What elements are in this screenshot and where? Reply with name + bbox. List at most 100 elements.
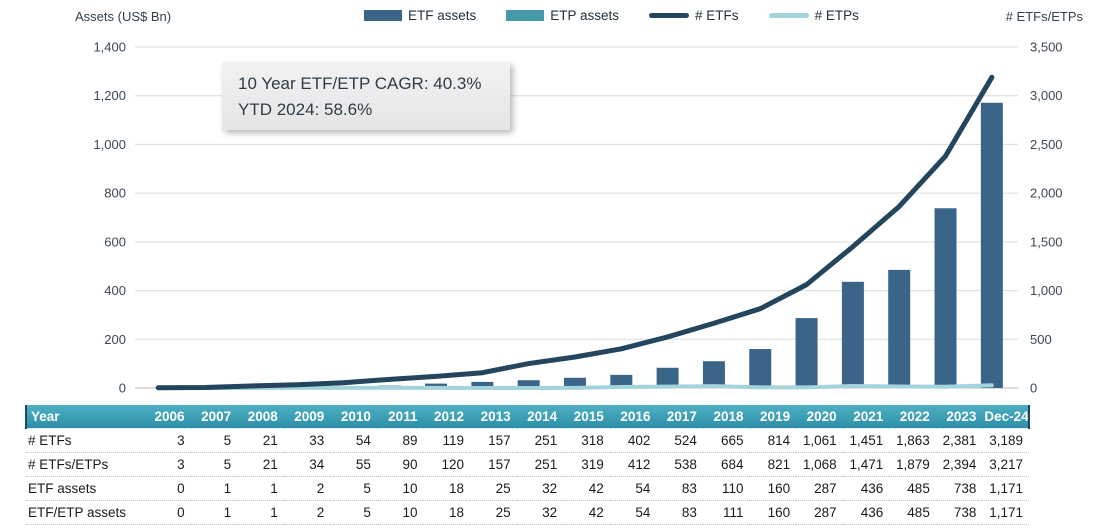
table-cell: 318 — [563, 428, 610, 453]
table-cell: 538 — [656, 452, 703, 477]
chart-plot-area: 0 200 400 600 800 1,000 1,200 1,400 0 500 1,000 1,5… — [93, 40, 1063, 396]
bar-etf-assets[interactable] — [471, 381, 494, 388]
legend-item-etf-assets[interactable]: ETF assets — [364, 8, 476, 23]
bar-etf-assets[interactable] — [888, 269, 911, 388]
table-cell: 83 — [656, 476, 703, 501]
bar-etf-assets[interactable] — [564, 377, 586, 388]
bar-etf-assets[interactable] — [934, 208, 957, 388]
table-cell: 1,879 — [889, 452, 936, 477]
legend-item--etps[interactable]: # ETPs — [768, 8, 859, 23]
bar-etf-assets[interactable] — [980, 102, 1003, 388]
table-row: ETF/ETP assets 0 1 1 2 5 10 18 25 32 42 54 83 111 160 2… — [26, 500, 1029, 525]
table-cell: 1 — [237, 476, 284, 501]
legend-swatch-line-icon — [649, 13, 690, 18]
table-cell: 160 — [749, 476, 797, 501]
table-cell: 5 — [190, 428, 238, 453]
table-cell: 2,381 — [935, 428, 983, 453]
table-header-cell: Dec-24 — [982, 405, 1030, 429]
table-cell: 111 — [702, 500, 750, 525]
table-cell: 25 — [470, 476, 517, 501]
table-header-cell: 2010 — [330, 405, 377, 429]
table-cell: 5 — [330, 500, 377, 525]
bar-etf-assets[interactable] — [795, 318, 818, 388]
table-cell: 436 — [842, 476, 890, 501]
bar-etf-assets[interactable] — [841, 281, 864, 388]
left-axis-tick: 1,000 — [93, 137, 126, 152]
table-cell: 814 — [749, 428, 797, 453]
bar-etf-assets[interactable] — [425, 383, 448, 388]
table-header-cell: 2015 — [563, 405, 610, 429]
legend-item-etp-assets[interactable]: ETP assets — [506, 8, 619, 23]
table-header-cell: 2017 — [656, 405, 703, 429]
bar-etf-assets[interactable] — [517, 380, 540, 388]
left-axis-tick: 200 — [104, 332, 126, 347]
table-cell: 157 — [470, 452, 517, 477]
table-header-cell: 2021 — [842, 405, 890, 429]
table-header-cell: 2014 — [516, 405, 564, 429]
bar-etf-assets[interactable] — [656, 367, 679, 388]
legend-label: # ETFs — [695, 8, 739, 23]
right-axis-tick: 1,500 — [1030, 234, 1063, 249]
legend-item--etfs[interactable]: # ETFs — [649, 8, 739, 23]
table-cell: 412 — [609, 452, 657, 477]
table-cell: 821 — [749, 452, 797, 477]
table-row: ETF assets 0 1 1 2 5 10 18 25 32 42 54 83 110 160 287 43… — [26, 476, 1029, 501]
row-label: # ETFs — [26, 428, 144, 453]
bar-etf-assets[interactable] — [702, 361, 725, 388]
table-cell: 54 — [609, 500, 657, 525]
bar-etf-assets[interactable] — [749, 349, 772, 388]
table-cell: 120 — [423, 452, 471, 477]
table-header-cell: 2008 — [237, 405, 284, 429]
table-cell: 319 — [563, 452, 610, 477]
table-cell: 3 — [144, 452, 191, 477]
left-axis-tick: 800 — [104, 186, 126, 201]
table-cell: 3,189 — [982, 428, 1029, 453]
legend-swatch-line-icon — [768, 13, 809, 18]
table-cell: 287 — [796, 500, 843, 525]
table-cell: 3,217 — [982, 452, 1029, 477]
line--etfs[interactable] — [155, 74, 995, 391]
table-cell: 160 — [749, 500, 797, 525]
right-axis-tick: 2,000 — [1030, 186, 1063, 201]
line--etps[interactable] — [156, 383, 994, 390]
table-cell: 83 — [656, 500, 703, 525]
table-header-cell: 2016 — [609, 405, 657, 429]
row-label: ETF assets — [26, 476, 144, 501]
table-header-cell: 2007 — [190, 405, 238, 429]
right-axis-tick: 3,500 — [1030, 40, 1063, 55]
left-axis-tick: 1,200 — [93, 88, 126, 103]
left-axis-tick: 1,400 — [93, 40, 126, 55]
bar-etf-assets[interactable] — [610, 374, 633, 388]
table-cell: 665 — [702, 428, 750, 453]
table-header-cell: 2011 — [376, 405, 424, 429]
table-cell: 2,394 — [935, 452, 983, 477]
table-cell: 0 — [144, 476, 191, 501]
table-cell: 32 — [516, 500, 564, 525]
table-cell: 54 — [609, 476, 657, 501]
table-cell: 2 — [283, 500, 331, 525]
table-header-year: Year — [25, 405, 144, 429]
table-cell: 1,471 — [842, 452, 890, 477]
table-cell: 485 — [889, 476, 936, 501]
table-cell: 738 — [935, 476, 983, 501]
table-cell: 0 — [144, 500, 191, 525]
row-label: # ETFs/ETPs — [26, 452, 144, 477]
table-cell: 3 — [144, 428, 191, 453]
table-header-cell: 2020 — [796, 405, 843, 429]
table-cell: 119 — [423, 428, 471, 453]
right-axis-tick: 500 — [1030, 332, 1052, 347]
table-header-row: Year 2006 2007 2008 2009 2010 2011 2012 2013 2014… — [25, 405, 1030, 429]
table-cell: 110 — [702, 476, 750, 501]
table-cell: 684 — [702, 452, 750, 477]
table-row: # ETFs 3 5 21 33 54 89 119 157 251 318 402 524 665 814… — [26, 428, 1029, 453]
table-cell: 287 — [796, 476, 843, 501]
table-cell: 738 — [935, 500, 983, 525]
table-cell: 251 — [516, 428, 564, 453]
table-header-cell: 2006 — [144, 405, 191, 429]
left-axis-tick: 400 — [104, 283, 126, 298]
table-cell: 21 — [237, 452, 284, 477]
legend-label: ETP assets — [550, 8, 620, 23]
table-header-cell: 2023 — [935, 405, 983, 429]
table-cell: 157 — [470, 428, 517, 453]
right-axis-tick: 3,000 — [1030, 88, 1063, 103]
